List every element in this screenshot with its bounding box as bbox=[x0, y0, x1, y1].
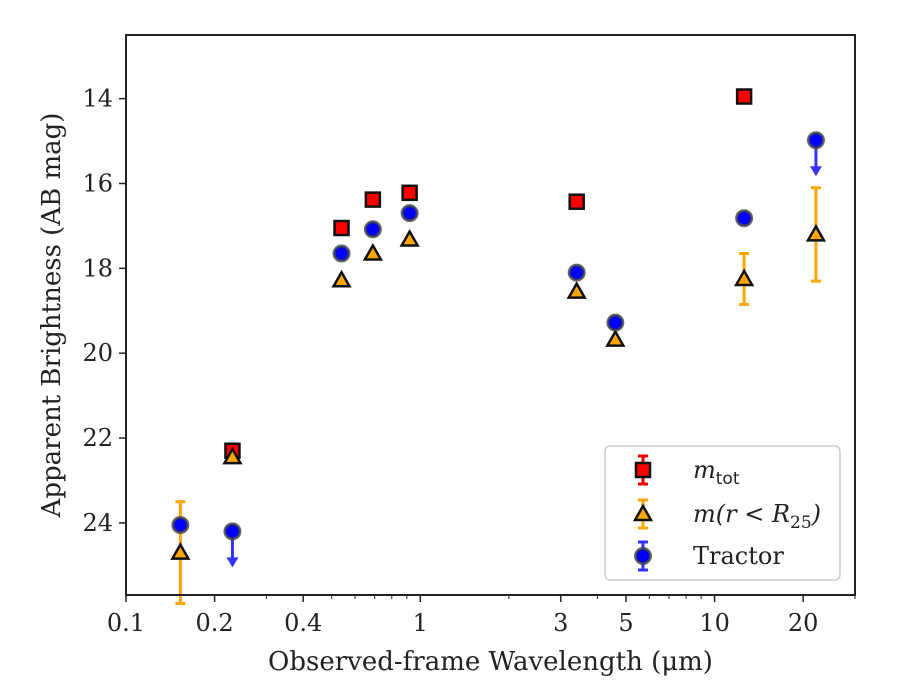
data-point bbox=[400, 204, 419, 223]
legend-label-part: m bbox=[693, 456, 716, 484]
triangle-marker bbox=[632, 503, 654, 522]
triangle-marker bbox=[805, 223, 827, 242]
triangle-marker bbox=[222, 446, 243, 465]
data-point bbox=[171, 516, 190, 534]
x-tick-label: 10 bbox=[699, 609, 730, 637]
legend-entry: m(r < R25) bbox=[632, 498, 821, 533]
y-tick-label: 14 bbox=[82, 85, 113, 113]
data-point bbox=[806, 131, 825, 177]
triangle-marker bbox=[362, 242, 384, 261]
x-tick-label: 5 bbox=[618, 609, 633, 637]
triangle-marker bbox=[566, 281, 587, 299]
data-point bbox=[605, 329, 626, 347]
data-point bbox=[222, 446, 243, 465]
square-marker bbox=[401, 184, 418, 202]
y-tick-label: 22 bbox=[82, 424, 113, 452]
y-tick-label: 18 bbox=[82, 254, 113, 282]
data-point bbox=[606, 313, 625, 332]
legend-label-part: ) bbox=[811, 500, 821, 528]
x-axis-label: Observed-frame Wavelength (μm) bbox=[268, 647, 713, 677]
data-point bbox=[332, 244, 351, 263]
data-point bbox=[363, 220, 382, 239]
x-axis: 0.1 0.2 0.4 1 3 5 10 20 bbox=[107, 595, 856, 637]
data-point bbox=[733, 251, 755, 306]
x-tick-label: 0.4 bbox=[284, 609, 322, 637]
square-marker bbox=[568, 193, 585, 210]
legend: mtot m(r < R25) Tractor bbox=[604, 445, 841, 581]
data-point bbox=[566, 281, 587, 299]
data-point bbox=[399, 228, 420, 247]
upper-limit-arrowhead bbox=[226, 557, 239, 568]
circle-marker bbox=[606, 313, 625, 332]
y-tick-label: 24 bbox=[82, 509, 113, 537]
legend-entry: Tractor bbox=[634, 540, 784, 572]
circle-marker bbox=[806, 131, 825, 150]
data-point bbox=[223, 522, 242, 568]
x-tick-label: 20 bbox=[788, 609, 819, 637]
plot-frame bbox=[125, 34, 856, 596]
data-point bbox=[362, 242, 384, 261]
data-point bbox=[364, 191, 382, 208]
data-point bbox=[805, 186, 827, 283]
data-point bbox=[567, 263, 586, 282]
series-2 bbox=[171, 131, 825, 568]
legend-entry: mtot bbox=[634, 454, 740, 489]
data-point bbox=[735, 209, 754, 228]
triangle-marker bbox=[605, 329, 626, 347]
y-axis-label: Apparent Brightness (AB mag) bbox=[37, 113, 67, 519]
legend-box bbox=[604, 445, 841, 581]
triangle-marker bbox=[331, 269, 352, 288]
circle-marker bbox=[223, 522, 242, 541]
x-tick-label: 0.1 bbox=[107, 609, 145, 637]
data-point bbox=[333, 219, 350, 237]
legend-label-part: tot bbox=[716, 469, 740, 489]
series-1 bbox=[170, 186, 827, 605]
x-tick-label: 1 bbox=[413, 609, 428, 637]
data-point bbox=[401, 184, 418, 202]
y-tick-label: 16 bbox=[82, 169, 113, 197]
series-0 bbox=[224, 88, 753, 460]
legend-label-part: 25 bbox=[790, 513, 812, 533]
data-point bbox=[331, 269, 352, 288]
legend-label-part: m(r < R bbox=[693, 500, 790, 528]
x-tick-label: 3 bbox=[553, 609, 568, 637]
circle-marker bbox=[363, 220, 382, 239]
x-tick-label: 0.2 bbox=[196, 609, 234, 637]
triangle-marker bbox=[399, 228, 420, 247]
legend-label: Tractor bbox=[693, 542, 784, 570]
triangle-marker bbox=[170, 542, 191, 560]
data-marks bbox=[170, 88, 827, 605]
circle-marker bbox=[332, 244, 351, 263]
legend-label: mtot bbox=[693, 456, 740, 489]
square-marker bbox=[634, 461, 652, 479]
square-marker bbox=[364, 191, 382, 208]
data-point bbox=[568, 193, 585, 210]
legend-label: m(r < R25) bbox=[693, 500, 821, 533]
triangle-marker bbox=[733, 268, 755, 287]
square-marker bbox=[333, 219, 350, 237]
circle-marker bbox=[171, 516, 190, 534]
y-axis: 14 16 18 20 22 24 bbox=[82, 85, 126, 537]
square-marker bbox=[735, 88, 753, 105]
circle-marker bbox=[735, 209, 754, 228]
upper-limit-arrowhead bbox=[809, 166, 822, 177]
circle-marker bbox=[567, 263, 586, 282]
y-tick-label: 20 bbox=[82, 339, 113, 367]
circle-marker bbox=[400, 204, 419, 223]
data-point bbox=[735, 88, 753, 105]
circle-marker bbox=[634, 547, 652, 565]
